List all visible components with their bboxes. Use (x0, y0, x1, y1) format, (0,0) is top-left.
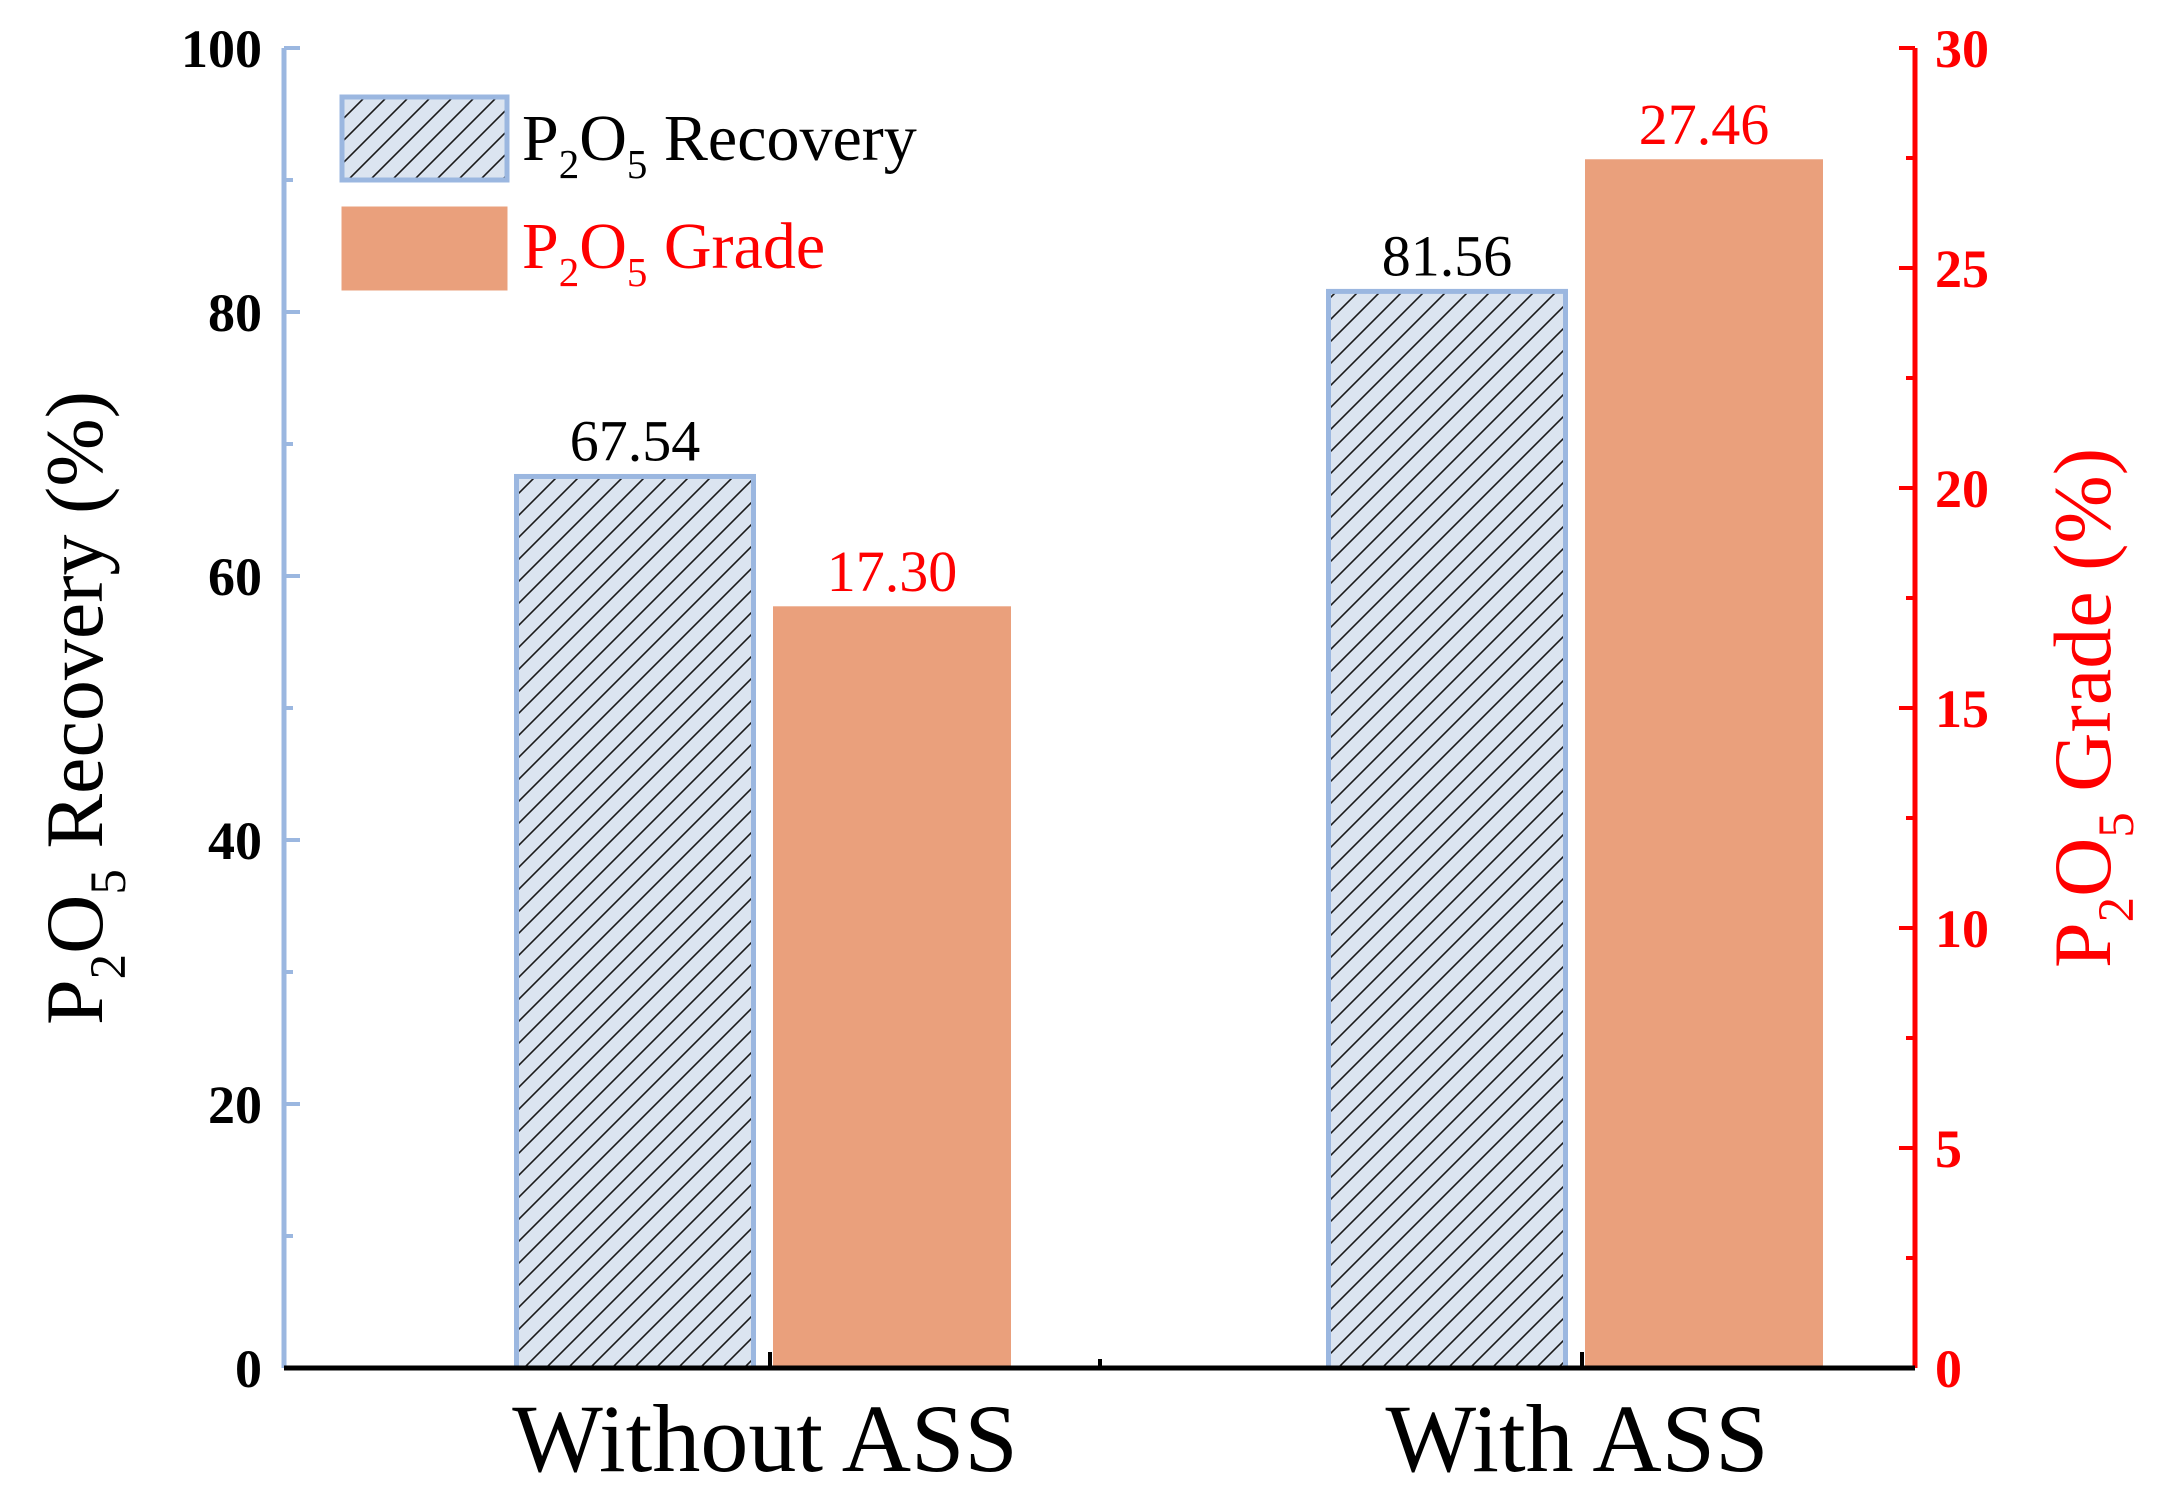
legend-label-recovery: P2O5 Recovery (522, 102, 917, 187)
y-left-axis-title-sub2: 5 (81, 869, 137, 895)
legend-label-grade-mid: O (579, 210, 627, 283)
legend-label-grade-sub2: 5 (627, 249, 648, 295)
y-right-axis-title-mid: O (2037, 838, 2128, 897)
left-tick-label: 60 (208, 547, 262, 607)
legend-label-recovery-rest: Recovery (647, 102, 916, 175)
left-tick-label: 40 (208, 811, 262, 871)
left-tick-label: 100 (181, 19, 262, 79)
legend-label-grade-sub1: 2 (559, 249, 580, 295)
y-right-axis-title-base: P (2037, 922, 2128, 968)
bar-grade-with-ass (1585, 159, 1823, 1369)
y-right-axis-title: P2O5 Grade (%) (2037, 448, 2145, 968)
right-tick-label: 25 (1935, 239, 1989, 299)
y-right-axis-title-sub1: 2 (2089, 897, 2145, 923)
y-left-axis-title-base: P (29, 979, 120, 1025)
data-label-recovery-without-ass: 67.54 (570, 408, 701, 473)
right-tick-label: 10 (1935, 899, 1989, 959)
bar-grade-without-ass (773, 606, 1011, 1369)
legend-label-recovery-mid: O (579, 102, 627, 175)
y-left-axis-title-rest: Recovery (%) (29, 391, 120, 869)
data-label-grade-with-ass: 27.46 (1639, 92, 1770, 157)
data-label-recovery-with-ass: 81.56 (1382, 223, 1513, 288)
legend-label-grade: P2O5 Grade (522, 210, 825, 295)
left-tick-label: 20 (208, 1075, 262, 1135)
legend-label-recovery-sub1: 2 (559, 141, 580, 187)
data-label-grade-without-ass: 17.30 (827, 539, 958, 604)
left-tick-label: 0 (235, 1339, 262, 1399)
left-tick-label: 80 (208, 283, 262, 343)
y-right-axis-title-rest: Grade (%) (2037, 448, 2128, 812)
y-left-axis-title: P2O5 Recovery (%) (29, 391, 137, 1025)
y-right-axis-title-sub2: 5 (2089, 812, 2145, 838)
right-tick-label: 30 (1935, 19, 1989, 79)
y-left-axis-title-mid: O (29, 895, 120, 954)
legend-swatch-recovery (339, 94, 510, 183)
right-tick-label: 0 (1935, 1339, 1962, 1399)
right-tick-label: 20 (1935, 459, 1989, 519)
right-tick-label: 5 (1935, 1119, 1962, 1179)
y-left-axis-title-sub1: 2 (81, 954, 137, 980)
bar-recovery-with-ass (1326, 288, 1568, 1371)
legend-label-grade-rest: Grade (647, 210, 825, 283)
legend-label-recovery-sub2: 5 (627, 141, 648, 187)
bar-recovery-without-ass (514, 473, 756, 1371)
right-tick-label: 15 (1935, 679, 1989, 739)
legend-label-recovery-base: P (522, 102, 559, 175)
x-tick-label: With ASS (1386, 1385, 1769, 1492)
legend-swatch-grade (341, 206, 508, 291)
x-tick-label: Without ASS (512, 1385, 1018, 1492)
legend-label-grade-base: P (522, 210, 559, 283)
